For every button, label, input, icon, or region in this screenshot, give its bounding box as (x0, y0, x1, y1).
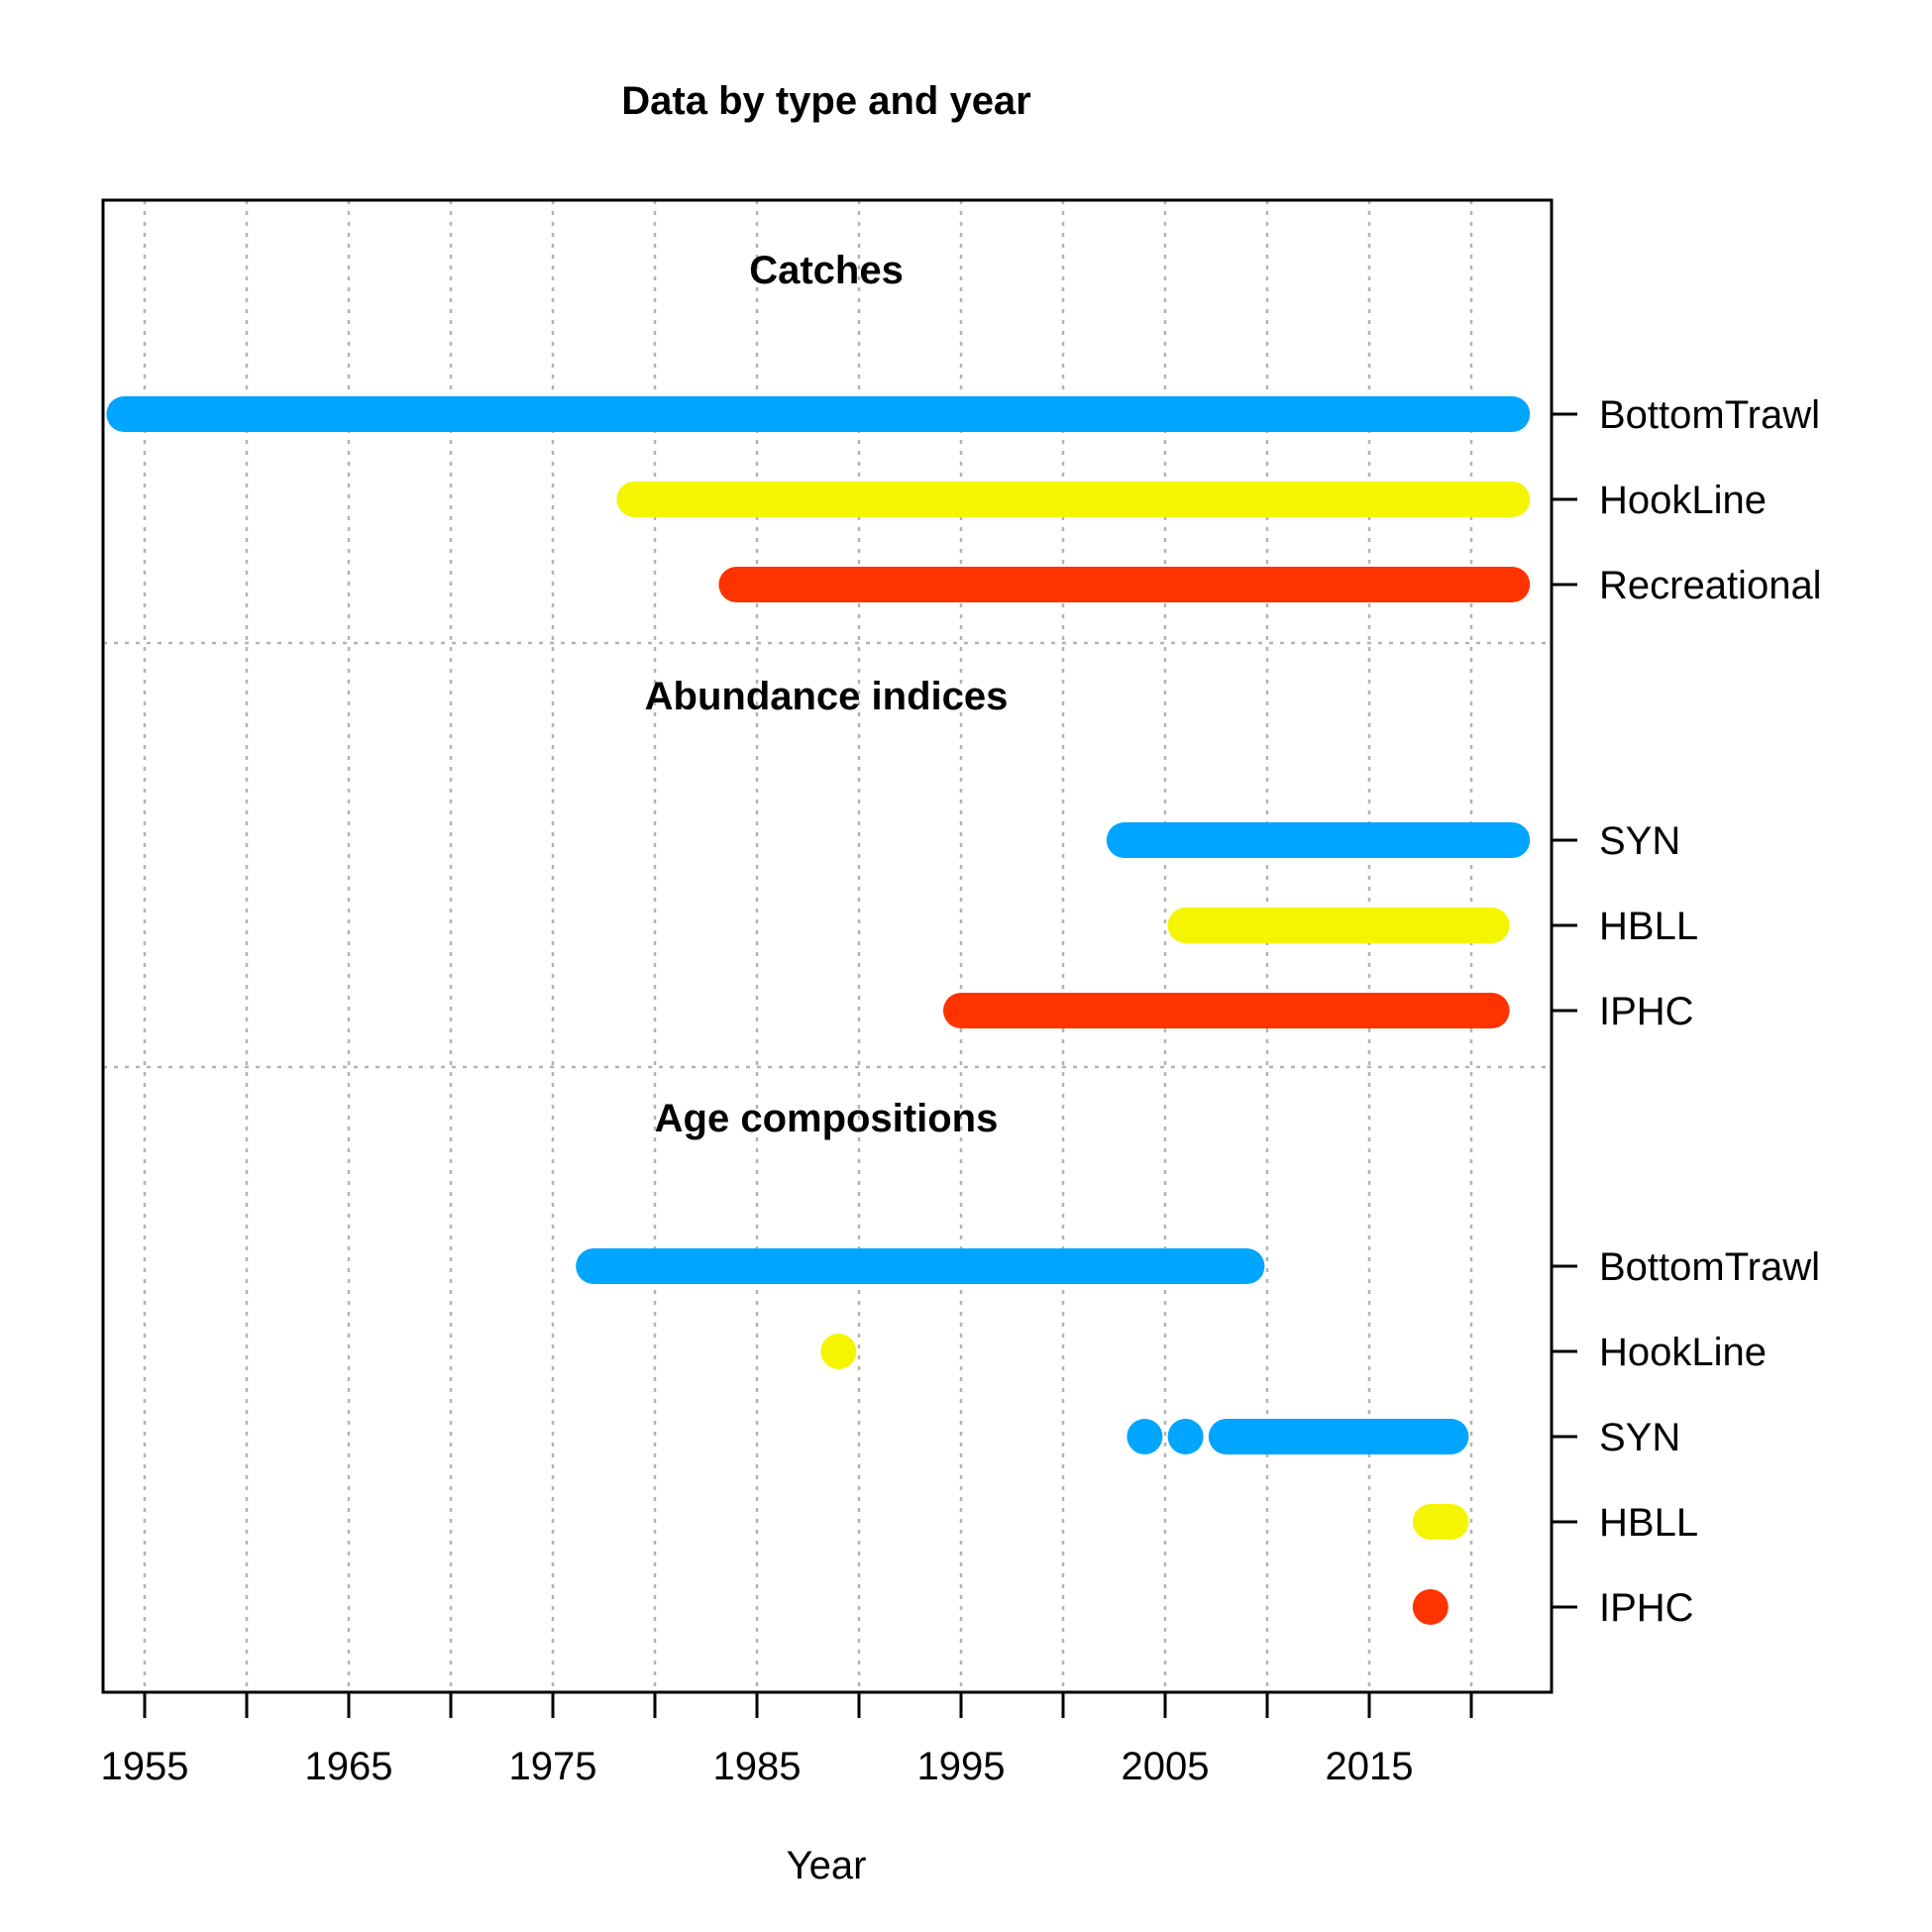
section-label: Catches (749, 249, 904, 292)
x-tick-label: 1985 (713, 1745, 802, 1788)
y-axis: BottomTrawl HookLine Recreational SYN HBLL IP… (1552, 393, 1822, 1630)
row-label: HBLL (1599, 1501, 1698, 1545)
data-bars (106, 396, 1531, 1625)
row-label: HookLine (1599, 479, 1767, 522)
row-label: HBLL (1599, 905, 1698, 948)
row-label: BottomTrawl (1599, 1245, 1820, 1289)
section-separators (103, 641, 1552, 1069)
row-label: SYN (1599, 819, 1680, 863)
row-label: IPHC (1599, 990, 1694, 1033)
section-label: Age compositions (655, 1097, 999, 1140)
row-label: HookLine (1599, 1331, 1767, 1374)
row-label: BottomTrawl (1599, 393, 1820, 437)
section-label: Abundance indices (645, 675, 1009, 718)
x-tick-label: 2005 (1122, 1745, 1210, 1788)
section-labels: Catches Abundance indices Age compositions (645, 249, 1009, 1140)
x-tick-label: 1975 (509, 1745, 597, 1788)
x-tick-label: 1995 (917, 1745, 1006, 1788)
row-label: IPHC (1599, 1586, 1694, 1630)
x-axis: 1955 1965 1975 1985 1995 2005 2015 (101, 1692, 1473, 1788)
row-label: SYN (1599, 1416, 1680, 1459)
plot-frame (101, 198, 1554, 1694)
x-tick-label: 1955 (101, 1745, 189, 1788)
row-label: Recreational (1599, 564, 1822, 607)
chart-title: Data by type and year (621, 79, 1031, 123)
x-tick-label: 2015 (1326, 1745, 1414, 1788)
x-tick-label: 1965 (305, 1745, 393, 1788)
x-axis-title: Year (787, 1844, 867, 1887)
